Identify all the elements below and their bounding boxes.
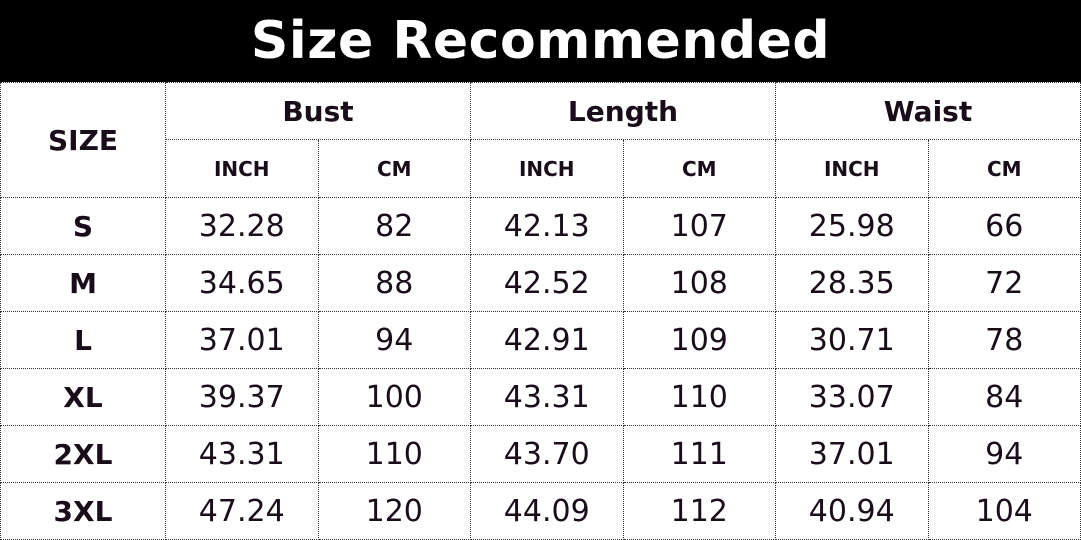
size-label: M	[0, 254, 166, 312]
measurement-cell: 42.52	[470, 254, 624, 312]
measurement-cell: 104	[927, 482, 1081, 540]
size-label: 2XL	[0, 425, 166, 483]
measurement-cell: 88	[317, 254, 471, 312]
measurement-cell: 32.28	[165, 197, 319, 255]
group-header-length: Length	[470, 82, 776, 140]
measurement-cell: 39.37	[165, 368, 319, 426]
unit-header: CM	[622, 139, 776, 198]
measurement-cell: 28.35	[775, 254, 929, 312]
measurement-cell: 78	[927, 311, 1081, 369]
unit-header: INCH	[775, 139, 929, 198]
size-table: SIZE Bust Length Waist INCH CM INCH CM INCH CM …	[0, 82, 1081, 540]
measurement-cell: 72	[927, 254, 1081, 312]
measurement-cell: 66	[927, 197, 1081, 255]
table-row: XL 39.37 100 43.31 110 33.07 84	[0, 368, 1081, 426]
measurement-cell: 109	[622, 311, 776, 369]
size-label: L	[0, 311, 166, 369]
measurement-cell: 37.01	[775, 425, 929, 483]
group-header-bust: Bust	[165, 82, 471, 140]
measurement-cell: 47.24	[165, 482, 319, 540]
unit-header: INCH	[470, 139, 624, 198]
size-label: XL	[0, 368, 166, 426]
measurement-cell: 25.98	[775, 197, 929, 255]
measurement-cell: 43.31	[470, 368, 624, 426]
measurement-cell: 37.01	[165, 311, 319, 369]
table-row: 2XL 43.31 110 43.70 111 37.01 94	[0, 425, 1081, 483]
measurement-cell: 44.09	[470, 482, 624, 540]
measurement-cell: 30.71	[775, 311, 929, 369]
measurement-cell: 100	[317, 368, 471, 426]
table-row: L 37.01 94 42.91 109 30.71 78	[0, 311, 1081, 369]
measurement-cell: 42.13	[470, 197, 624, 255]
measurement-cell: 108	[622, 254, 776, 312]
size-label: 3XL	[0, 482, 166, 540]
measurement-cell: 40.94	[775, 482, 929, 540]
unit-header: INCH	[165, 139, 319, 198]
measurement-cell: 82	[317, 197, 471, 255]
group-header-waist: Waist	[775, 82, 1081, 140]
measurement-cell: 111	[622, 425, 776, 483]
measurement-cell: 112	[622, 482, 776, 540]
measurement-cell: 110	[317, 425, 471, 483]
measurement-cell: 110	[622, 368, 776, 426]
size-label: S	[0, 197, 166, 255]
measurement-cell: 94	[927, 425, 1081, 483]
unit-header: CM	[317, 139, 471, 198]
measurement-cell: 42.91	[470, 311, 624, 369]
size-column-header: SIZE	[0, 82, 166, 198]
measurement-cell: 94	[317, 311, 471, 369]
measurement-cell: 43.70	[470, 425, 624, 483]
unit-header: CM	[927, 139, 1081, 198]
table-row: S 32.28 82 42.13 107 25.98 66	[0, 197, 1081, 255]
measurement-cell: 107	[622, 197, 776, 255]
measurement-cell: 84	[927, 368, 1081, 426]
chart-title: Size Recommended	[0, 0, 1081, 82]
measurement-cell: 120	[317, 482, 471, 540]
measurement-cell: 43.31	[165, 425, 319, 483]
measurement-cell: 34.65	[165, 254, 319, 312]
table-row: M 34.65 88 42.52 108 28.35 72	[0, 254, 1081, 312]
table-row: 3XL 47.24 120 44.09 112 40.94 104	[0, 482, 1081, 540]
measurement-cell: 33.07	[775, 368, 929, 426]
